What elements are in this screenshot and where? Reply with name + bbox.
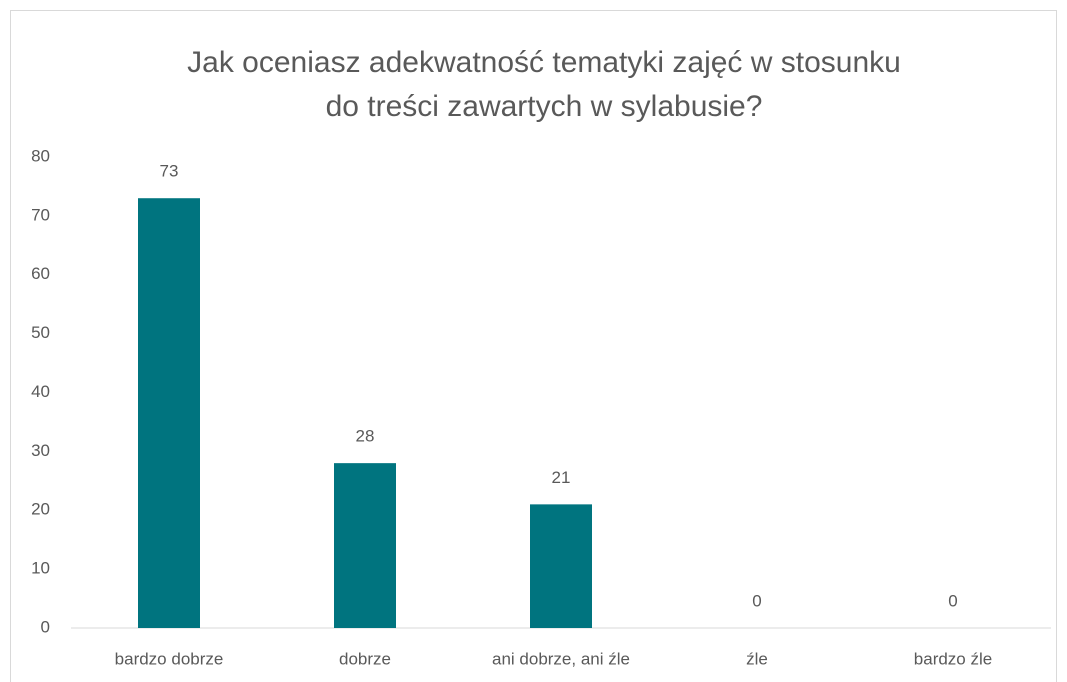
y-tick-label: 40 xyxy=(31,382,50,401)
bar xyxy=(334,463,396,628)
y-tick-label: 60 xyxy=(31,264,50,283)
data-label: 73 xyxy=(160,162,179,181)
y-tick-label: 20 xyxy=(31,500,50,519)
chart-title: Jak oceniasz adekwatność tematyki zajęć … xyxy=(187,46,901,79)
y-tick-label: 50 xyxy=(31,323,50,342)
y-tick-label: 70 xyxy=(31,205,50,224)
data-label: 21 xyxy=(552,468,571,487)
y-tick-label: 30 xyxy=(31,441,50,460)
data-label: 28 xyxy=(356,427,375,446)
bar xyxy=(530,504,592,628)
x-tick-label: bardzo źle xyxy=(914,649,992,668)
x-tick-label: dobrze xyxy=(339,649,391,668)
x-tick-label: ani dobrze, ani źle xyxy=(492,649,630,668)
y-tick-label: 80 xyxy=(31,146,50,165)
x-tick-label: źle xyxy=(746,649,768,668)
y-tick-label: 0 xyxy=(41,617,50,636)
data-label: 0 xyxy=(752,591,761,610)
data-label: 0 xyxy=(948,591,957,610)
y-tick-label: 10 xyxy=(31,559,50,578)
chart-title: do treści zawartych w sylabusie? xyxy=(326,90,763,123)
bar xyxy=(138,198,200,628)
x-tick-label: bardzo dobrze xyxy=(115,649,224,668)
